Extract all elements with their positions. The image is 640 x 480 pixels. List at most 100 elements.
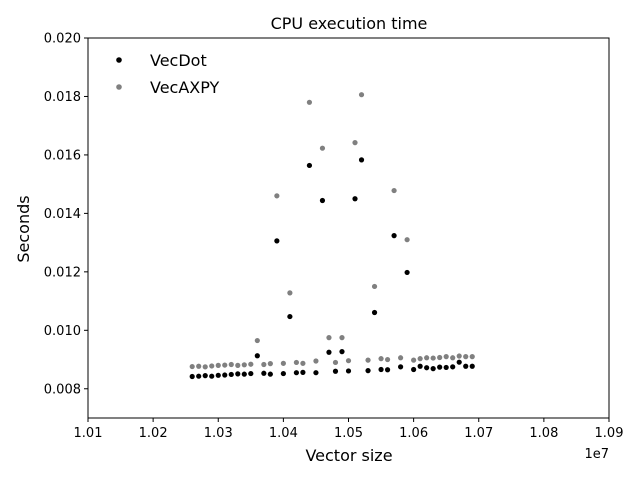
data-point bbox=[404, 269, 410, 276]
data-point bbox=[326, 335, 332, 341]
legend-label-vecdot: VecDot bbox=[150, 51, 207, 70]
data-point bbox=[430, 355, 436, 361]
data-point bbox=[319, 145, 326, 151]
data-point bbox=[215, 362, 221, 368]
data-point bbox=[339, 335, 345, 341]
x-ticks: 1.01 1.02 1.03 1.04 1.05 1.06 1.07 1.08 1.09 bbox=[74, 418, 624, 441]
data-point bbox=[306, 99, 313, 105]
data-point bbox=[371, 309, 378, 316]
data-point bbox=[287, 313, 293, 320]
data-point bbox=[287, 290, 293, 296]
data-point bbox=[411, 357, 417, 363]
data-point bbox=[450, 355, 456, 361]
data-point bbox=[248, 361, 254, 367]
data-point bbox=[378, 356, 384, 362]
data-point bbox=[196, 373, 202, 379]
x-tick-label: 1.08 bbox=[529, 426, 558, 441]
data-point bbox=[391, 233, 397, 239]
data-point bbox=[365, 368, 371, 374]
data-point bbox=[391, 187, 397, 194]
data-point bbox=[196, 363, 202, 369]
data-point bbox=[371, 283, 378, 290]
data-point bbox=[228, 371, 234, 378]
data-point bbox=[450, 364, 456, 370]
data-point bbox=[313, 358, 319, 364]
data-point bbox=[209, 363, 215, 369]
data-point bbox=[215, 372, 221, 378]
data-point bbox=[469, 354, 475, 360]
y-tick-label: 0.018 bbox=[44, 90, 81, 105]
x-tick-label: 1.06 bbox=[399, 426, 428, 441]
data-point bbox=[293, 370, 299, 376]
series-vecaxpy bbox=[189, 92, 475, 370]
data-point bbox=[332, 368, 339, 374]
x-tick-label: 1.07 bbox=[464, 426, 493, 441]
y-tick-label: 0.008 bbox=[44, 382, 81, 397]
data-point bbox=[248, 370, 254, 377]
data-point bbox=[358, 92, 365, 98]
data-point bbox=[404, 237, 410, 243]
data-point bbox=[326, 349, 332, 355]
y-axis-label: Seconds bbox=[14, 195, 33, 262]
data-point bbox=[358, 157, 365, 163]
y-tick-label: 0.012 bbox=[44, 265, 81, 280]
data-point bbox=[463, 363, 469, 369]
y-tick-label: 0.010 bbox=[44, 324, 81, 339]
data-point bbox=[339, 349, 345, 355]
data-point bbox=[437, 364, 443, 370]
y-tick-label: 0.014 bbox=[44, 207, 81, 222]
data-point bbox=[267, 371, 273, 377]
data-point bbox=[313, 370, 319, 376]
x-tick-label: 1.01 bbox=[74, 426, 103, 441]
data-point bbox=[222, 372, 228, 378]
legend: VecDot VecAXPY bbox=[116, 51, 220, 97]
x-tick-label: 1.09 bbox=[595, 426, 624, 441]
data-point bbox=[345, 358, 352, 364]
series-layer bbox=[189, 92, 475, 380]
data-point bbox=[209, 373, 215, 379]
data-point bbox=[417, 363, 423, 369]
data-point bbox=[443, 354, 449, 360]
data-point bbox=[306, 162, 313, 169]
data-point bbox=[352, 196, 358, 202]
x-tick-label: 1.03 bbox=[204, 426, 233, 441]
series-vecdot bbox=[189, 157, 475, 380]
data-point bbox=[235, 371, 241, 377]
data-point bbox=[228, 361, 234, 368]
data-point bbox=[378, 366, 384, 373]
data-point bbox=[300, 369, 306, 375]
data-point bbox=[189, 373, 195, 380]
data-point bbox=[274, 193, 280, 199]
data-point bbox=[345, 368, 352, 374]
data-point bbox=[352, 140, 358, 146]
data-point bbox=[293, 359, 299, 366]
data-point bbox=[280, 370, 286, 377]
chart-title: CPU execution time bbox=[271, 14, 428, 33]
data-point bbox=[189, 363, 195, 370]
data-point bbox=[469, 363, 475, 369]
data-point bbox=[319, 197, 326, 204]
data-point bbox=[254, 337, 260, 344]
data-point bbox=[443, 364, 449, 371]
data-point bbox=[202, 364, 208, 370]
data-point bbox=[274, 238, 280, 244]
legend-marker-vecdot bbox=[116, 57, 122, 63]
data-point bbox=[384, 356, 391, 363]
data-point bbox=[241, 371, 247, 377]
data-point bbox=[417, 356, 423, 362]
data-point bbox=[411, 366, 417, 373]
data-point bbox=[424, 355, 430, 361]
data-point bbox=[300, 360, 306, 366]
data-point bbox=[463, 354, 469, 360]
data-point bbox=[235, 362, 241, 368]
data-point bbox=[398, 355, 404, 361]
x-tick-label: 1.04 bbox=[269, 426, 298, 441]
data-point bbox=[430, 366, 436, 372]
x-axis-label: Vector size bbox=[305, 446, 392, 465]
data-point bbox=[456, 359, 462, 365]
data-point bbox=[241, 362, 247, 368]
data-point bbox=[437, 354, 443, 361]
data-point bbox=[267, 361, 273, 367]
data-point bbox=[261, 361, 267, 368]
data-point bbox=[456, 353, 462, 359]
